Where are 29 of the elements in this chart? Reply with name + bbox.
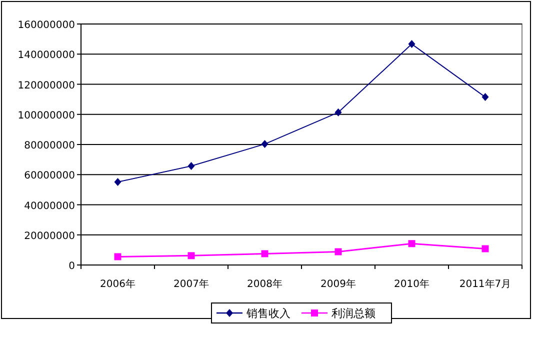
point [334, 248, 342, 256]
point [188, 162, 195, 170]
point [261, 140, 268, 148]
x-tick-label: 2007年 [174, 278, 209, 290]
point [408, 240, 416, 248]
point [334, 108, 342, 116]
x-tick-label: 2011年7月 [459, 278, 512, 290]
y-tick-label: 20000000 [24, 230, 75, 242]
y-tick-label: 40000000 [24, 200, 75, 212]
point [482, 245, 489, 252]
x-tick-label: 2009年 [320, 278, 356, 290]
point [188, 252, 195, 260]
legend-label: 销售收入 [246, 307, 290, 320]
point [482, 93, 489, 102]
y-tick-label: 80000000 [24, 140, 75, 152]
y-tick-label: 160000000 [18, 20, 75, 31]
y-tick-label: 0 [68, 261, 75, 272]
point [408, 40, 416, 48]
y-tick-label: 100000000 [18, 110, 75, 122]
y-tick-label: 120000000 [18, 80, 75, 92]
point [261, 250, 268, 258]
x-tick-label: 2008年 [247, 278, 282, 290]
legend-label: 利润总额 [332, 307, 376, 320]
point [114, 253, 122, 260]
y-tick-label: 60000000 [24, 170, 75, 182]
point [114, 178, 122, 186]
x-tick-label: 2006年 [100, 278, 136, 290]
x-tick-label: 2010年 [394, 278, 430, 290]
y-tick-label: 140000000 [18, 50, 75, 62]
